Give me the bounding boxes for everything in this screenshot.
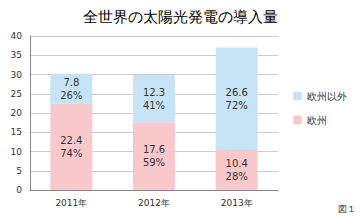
svg-text:72%: 72% (226, 100, 248, 111)
svg-text:35: 35 (11, 50, 22, 60)
svg-text:全世界の太陽光発電の導入量: 全世界の太陽光発電の導入量 (83, 8, 278, 26)
svg-text:17.6: 17.6 (143, 144, 165, 155)
svg-text:41%: 41% (143, 100, 165, 111)
svg-text:20: 20 (11, 108, 23, 118)
svg-text:26.6: 26.6 (226, 87, 248, 98)
svg-text:欧州以外: 欧州以外 (307, 91, 347, 102)
svg-text:12.3: 12.3 (143, 87, 165, 98)
svg-text:2011年: 2011年 (55, 198, 87, 208)
svg-text:図１: 図１ (338, 204, 356, 214)
svg-text:欧州: 欧州 (307, 115, 327, 126)
svg-text:74%: 74% (60, 148, 82, 159)
svg-text:30: 30 (11, 70, 23, 80)
svg-text:59%: 59% (143, 157, 165, 168)
svg-text:28%: 28% (226, 171, 248, 182)
svg-text:5: 5 (16, 166, 22, 176)
svg-text:7.8: 7.8 (63, 77, 79, 88)
svg-text:15: 15 (11, 127, 22, 137)
svg-text:10: 10 (11, 147, 23, 157)
svg-text:2013年: 2013年 (221, 198, 253, 208)
svg-text:2012年: 2012年 (138, 198, 170, 208)
svg-text:25: 25 (11, 89, 22, 99)
svg-text:10.4: 10.4 (226, 158, 248, 169)
svg-text:0: 0 (16, 185, 22, 195)
svg-text:26%: 26% (60, 90, 82, 101)
svg-text:22.4: 22.4 (60, 135, 82, 146)
svg-text:40: 40 (11, 31, 23, 41)
